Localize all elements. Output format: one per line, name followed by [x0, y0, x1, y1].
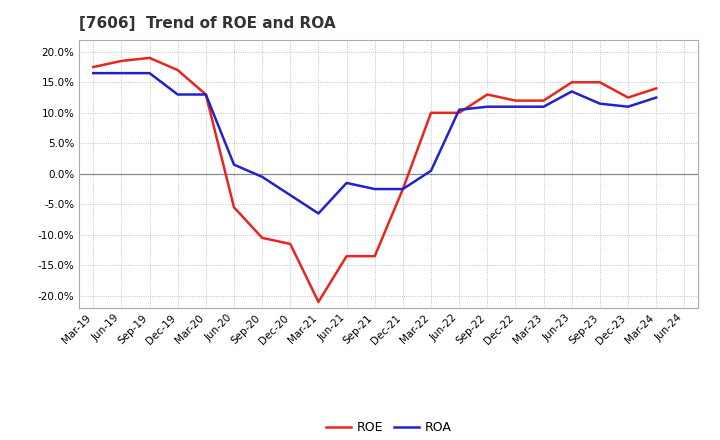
ROA [314, 211, 323, 216]
ROA [595, 101, 604, 106]
ROE [427, 110, 436, 115]
ROE [202, 92, 210, 97]
ROA [117, 70, 126, 76]
ROE [539, 98, 548, 103]
ROA [202, 92, 210, 97]
ROE [483, 92, 492, 97]
ROA [427, 168, 436, 173]
ROA [483, 104, 492, 109]
ROE [286, 241, 294, 246]
ROA [89, 70, 98, 76]
ROA [258, 174, 266, 180]
ROE [511, 98, 520, 103]
Text: [7606]  Trend of ROE and ROA: [7606] Trend of ROE and ROA [79, 16, 336, 32]
ROE [567, 80, 576, 85]
ROE [595, 80, 604, 85]
ROA [624, 104, 632, 109]
ROA [174, 92, 182, 97]
ROE [117, 59, 126, 64]
ROA [370, 187, 379, 192]
ROA [286, 193, 294, 198]
ROA [539, 104, 548, 109]
ROE [624, 95, 632, 100]
ROE [89, 64, 98, 70]
ROE [399, 187, 408, 192]
ROE [314, 299, 323, 304]
ROA [399, 187, 408, 192]
Line: ROE: ROE [94, 58, 656, 302]
ROA [230, 162, 238, 167]
ROA [455, 107, 464, 112]
ROA [145, 70, 154, 76]
ROE [455, 110, 464, 115]
ROA [342, 180, 351, 186]
ROA [652, 95, 660, 100]
ROE [342, 253, 351, 259]
ROE [652, 86, 660, 91]
ROE [258, 235, 266, 241]
ROA [511, 104, 520, 109]
ROE [230, 205, 238, 210]
ROE [370, 253, 379, 259]
Line: ROA: ROA [94, 73, 656, 213]
ROE [174, 67, 182, 73]
ROA [567, 89, 576, 94]
Legend: ROE, ROA: ROE, ROA [321, 416, 456, 439]
ROE [145, 55, 154, 61]
